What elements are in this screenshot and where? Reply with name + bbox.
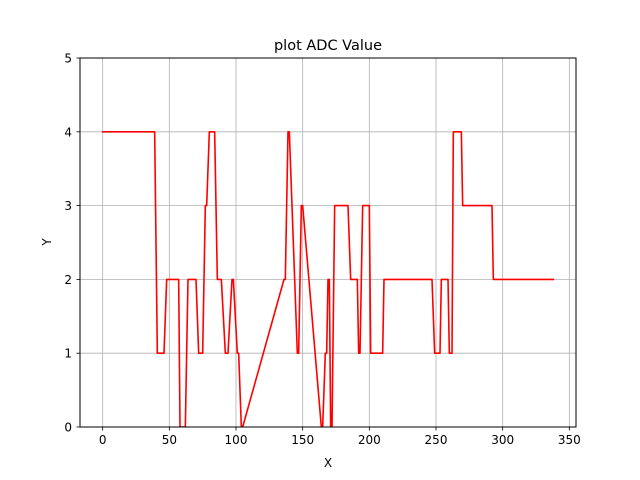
x-tick-label: 300: [491, 433, 514, 447]
chart-title: plot ADC Value: [274, 38, 382, 54]
x-axis-label: X: [324, 456, 332, 470]
y-tick-label: 3: [64, 199, 72, 213]
x-tick-label: 350: [558, 433, 581, 447]
y-axis-ticks: 0 1 2 3 4 5: [64, 52, 80, 435]
x-tick-label: 150: [291, 433, 314, 447]
y-tick-label: 2: [64, 273, 72, 287]
x-tick-label: 0: [99, 433, 107, 447]
x-tick-label: 200: [358, 433, 381, 447]
series-line-0: [101, 131, 555, 427]
y-tick-label: 5: [64, 52, 72, 66]
y-tick-label: 0: [64, 421, 72, 435]
x-tick-label: 250: [425, 433, 448, 447]
y-tick-label: 1: [64, 347, 72, 361]
plot-area-frame: [79, 57, 577, 428]
x-axis-ticks: 0 50 100 150 200 250 300 350: [99, 427, 581, 447]
x-tick-label: 100: [225, 433, 248, 447]
series-layer: [101, 131, 555, 427]
y-axis-label: Y: [40, 238, 54, 247]
x-tick-label: 50: [162, 433, 177, 447]
y-tick-label: 4: [64, 125, 72, 139]
